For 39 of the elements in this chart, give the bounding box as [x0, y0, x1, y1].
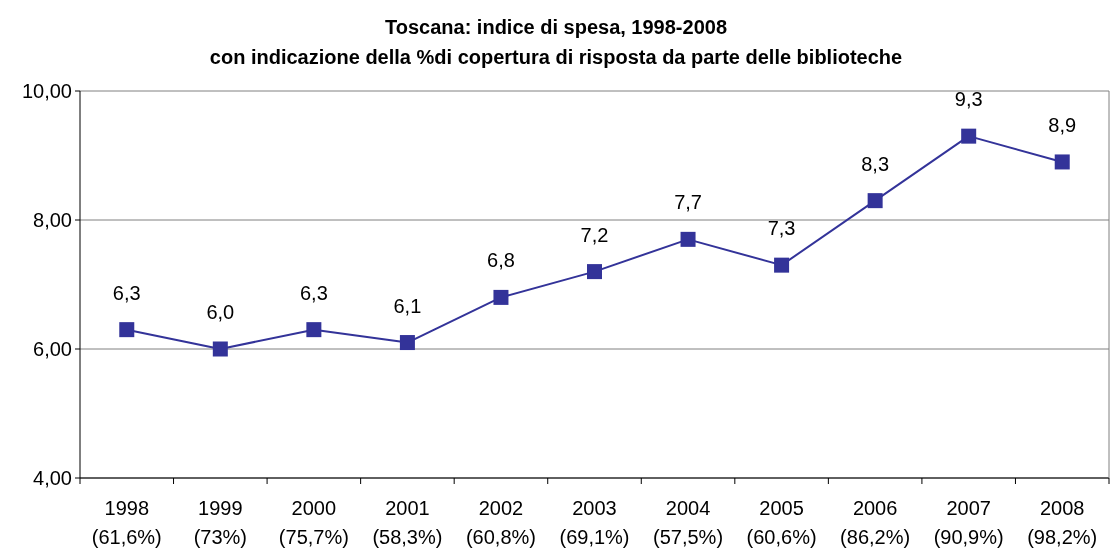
data-label: 8,3	[861, 152, 890, 175]
data-label: 6,0	[206, 301, 235, 323]
data-label: 6,3	[112, 281, 141, 304]
chart-subtitle: con indicazione della %di copertura di risposta da parte delle biblioteche	[208, 45, 904, 70]
x-tick-label: 2002 (60,8%)	[465, 497, 536, 548]
x-tick-label: 1999 (73%)	[193, 497, 247, 548]
point	[212, 341, 228, 357]
point	[867, 193, 883, 209]
x-tick-label: 2004 (57,5%)	[653, 497, 724, 548]
point	[587, 264, 602, 280]
data-label: 6,8	[487, 249, 515, 272]
data-label: 7,3	[767, 217, 796, 240]
chart-title: Toscana: indice di spesa, 1998-2008	[384, 15, 728, 40]
point	[961, 128, 977, 144]
x-tick-label: 2008 (98,2%)	[1027, 497, 1098, 548]
x-tick-label: 2003 (69,1%)	[559, 497, 630, 548]
x-tick-label: 2001 (58,3%)	[372, 497, 443, 548]
data-label: 7,7	[674, 191, 702, 214]
x-tick-label: 2005 (60,6%)	[746, 497, 817, 548]
data-label: 9,3	[954, 88, 983, 111]
y-tick-label: 10,00	[21, 80, 72, 103]
data-label: 7,2	[580, 223, 609, 246]
x-tick-label: 1998 (61,6%)	[91, 497, 162, 548]
x-tick-label: 2000 (75,7%)	[278, 497, 349, 548]
x-tick-label: 2007 (90,9%)	[933, 497, 1004, 548]
data-label: 6,3	[299, 281, 328, 304]
point	[1054, 154, 1070, 170]
point	[774, 257, 790, 273]
point	[119, 322, 135, 338]
point	[493, 289, 509, 305]
y-tick-label: 4,00	[33, 467, 72, 490]
point	[306, 322, 322, 338]
y-tick-label: 8,00	[33, 209, 72, 232]
point	[680, 231, 696, 247]
data-label: 6,1	[393, 294, 422, 317]
y-tick-label: 6,00	[33, 338, 72, 361]
x-tick-label: 2006 (86,2%)	[840, 497, 911, 548]
point	[399, 335, 415, 351]
data-label: 8,9	[1048, 113, 1077, 136]
